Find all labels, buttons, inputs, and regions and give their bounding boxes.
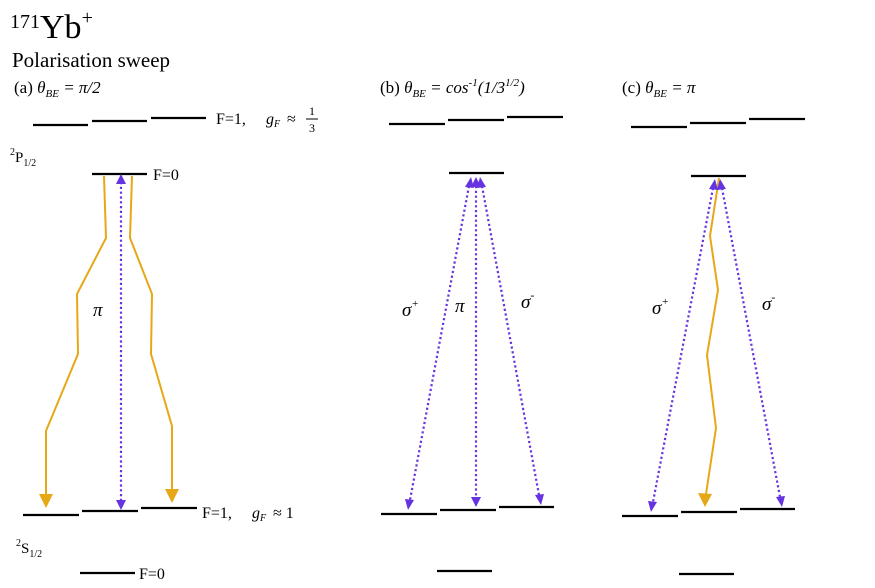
sigma-plus-head-down-b xyxy=(405,499,414,510)
decay-arrowhead-c xyxy=(698,493,712,507)
pi-label-b: π xyxy=(455,296,465,317)
panel-b-levels xyxy=(381,115,563,573)
panel-a-transitions xyxy=(39,174,179,510)
pi-head-down-b xyxy=(471,497,481,507)
element-symbol: Yb xyxy=(40,9,82,46)
decay-c xyxy=(705,177,720,495)
mass-number: 171 xyxy=(10,11,40,33)
sigma-plus-head-up-b xyxy=(465,177,474,188)
sigma-plus-laser-c xyxy=(651,187,715,503)
panel-c-levels xyxy=(622,117,805,576)
panel-c-heading: (c) θBE = π xyxy=(622,78,696,100)
decay-right-a xyxy=(128,175,173,490)
sigma-plus-head-up-c xyxy=(709,179,718,190)
sigma-minus-head-down-b xyxy=(535,494,544,505)
panel-a-heading: (a) θBE = π/2 xyxy=(14,78,101,100)
decay-left-arrowhead-a xyxy=(39,494,53,508)
panel-b-transitions xyxy=(405,177,544,510)
sigma-minus-head-up-b xyxy=(477,177,486,188)
lower-gf-symbol: gF xyxy=(252,505,267,524)
upper-f1-label: F=1, xyxy=(216,111,246,128)
subtitle: Polarisation sweep xyxy=(12,48,170,72)
pi-label-a: π xyxy=(93,300,103,321)
pi-arrowhead-up-a xyxy=(116,174,126,184)
sigma-minus-label-b: σ- xyxy=(521,288,534,313)
decay-left-a xyxy=(45,175,108,496)
sigma-plus-head-down-c xyxy=(648,501,657,512)
sigma-plus-label-b: σ+ xyxy=(402,298,419,321)
sigma-plus-label-c: σ+ xyxy=(652,296,669,319)
upper-approx: ≈ xyxy=(287,111,296,128)
p-f0-label: F=0 xyxy=(153,167,179,184)
sigma-minus-laser-c xyxy=(720,187,782,498)
upper-gf-numerator: 1 xyxy=(309,104,315,118)
pi-arrowhead-down-a xyxy=(116,500,126,510)
s-f0-label: F=0 xyxy=(139,566,165,583)
s-state-label: 2S1/2 xyxy=(16,538,42,560)
sigma-plus-laser-b xyxy=(408,185,471,501)
sigma-minus-head-up-c xyxy=(717,179,726,190)
panel-a-levels xyxy=(23,116,206,575)
lower-approx: ≈ 1 xyxy=(273,505,294,522)
lower-f1-label: F=1, xyxy=(202,505,232,522)
panel-b-heading: (b) θBE = cos-1(1/31/2) xyxy=(380,77,525,100)
upper-gf-symbol: gF xyxy=(266,111,281,130)
sigma-minus-laser-b xyxy=(480,185,541,496)
charge: + xyxy=(82,7,93,29)
sigma-minus-head-down-c xyxy=(776,496,785,507)
upper-gf-denominator: 3 xyxy=(309,121,315,135)
p-state-label: 2P1/2 xyxy=(10,147,36,169)
decay-right-arrowhead-a xyxy=(165,489,179,503)
isotope-title: 171Yb+ xyxy=(10,7,93,46)
sigma-minus-label-c: σ- xyxy=(762,290,775,315)
panel-c-transitions xyxy=(648,177,785,512)
